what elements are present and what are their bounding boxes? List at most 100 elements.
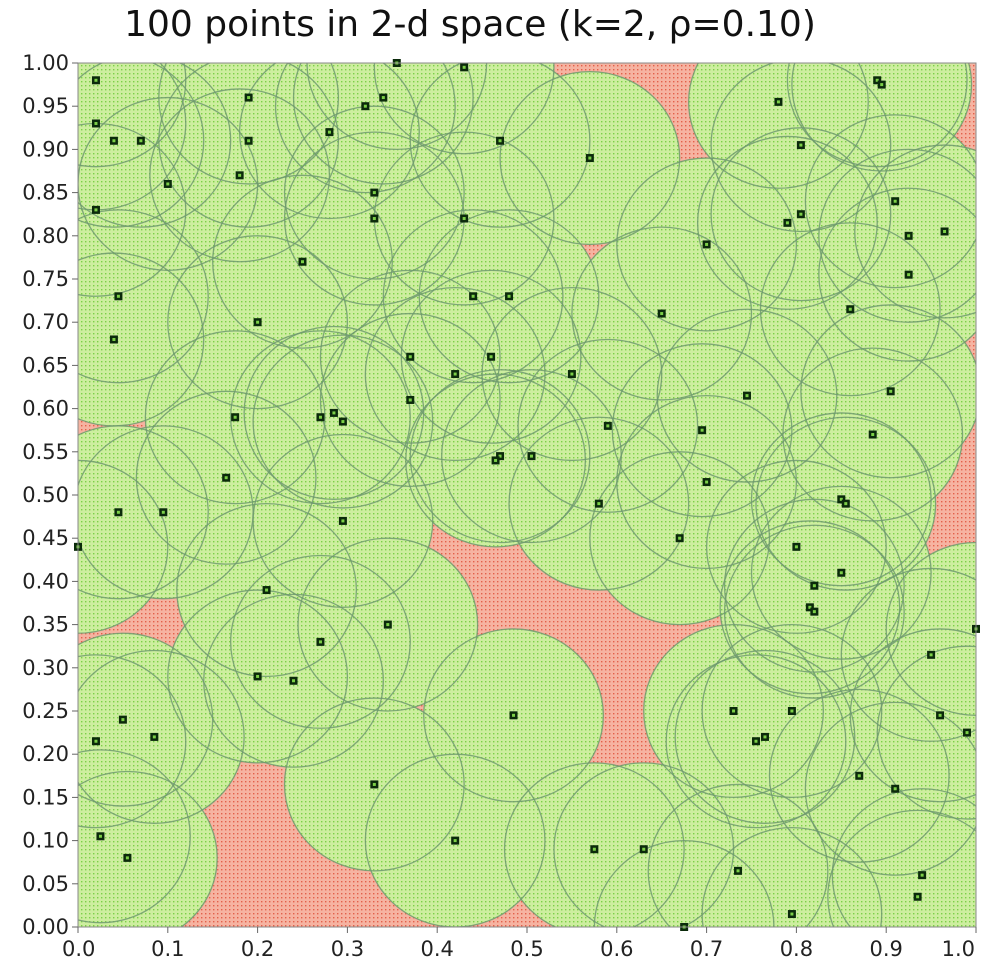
- coverage-circle-outline: [373, 63, 555, 155]
- coverage-circle-outline: [710, 127, 892, 302]
- data-point-center: [471, 294, 475, 298]
- data-point-center: [233, 415, 237, 419]
- coverage-circle-outline: [701, 827, 883, 927]
- data-point-center: [292, 679, 296, 683]
- data-point-center: [642, 847, 646, 851]
- coverage-circle-outline: [786, 63, 968, 168]
- coverage-circle-outline: [719, 520, 901, 695]
- data-point-center: [327, 130, 331, 134]
- axis-layer: 0.0 0.1 0.2 0.3 0.4 0.5 0.6 0.7 0.8 0.9 1.0 0.00 0.0…: [22, 51, 977, 961]
- coverage-circle-outline: [78, 459, 169, 634]
- y-tick-label: 0.10: [22, 829, 69, 853]
- data-point-center: [94, 208, 98, 212]
- data-point-center: [678, 536, 682, 540]
- coverage-circle-outline: [283, 105, 465, 280]
- data-point-center: [785, 221, 789, 225]
- y-tick-label: 0.50: [22, 483, 69, 507]
- coverage-circle-outline: [364, 286, 546, 462]
- coverage-circle-outline: [167, 235, 349, 410]
- data-point-center: [929, 653, 933, 657]
- data-point-center: [139, 139, 143, 143]
- coverage-circle-outline: [158, 63, 340, 185]
- data-point-center: [754, 739, 758, 743]
- coverage-circle-outline: [78, 425, 209, 600]
- data-point-center: [745, 394, 749, 398]
- data-point-center: [125, 856, 129, 860]
- data-point-center: [705, 480, 709, 484]
- data-point-center: [116, 510, 120, 514]
- data-point-center: [597, 502, 601, 506]
- coverage-circle-outline: [292, 63, 474, 185]
- coverage-circle-outline: [135, 390, 317, 565]
- data-point-center: [161, 510, 165, 514]
- coverage-circle-outline: [423, 628, 604, 803]
- coverage-circle-outline: [804, 114, 976, 289]
- coverage-circle-outline: [176, 502, 358, 678]
- data-point-center: [408, 398, 412, 402]
- coverage-circle-outline: [319, 269, 501, 444]
- coverage-circle-outline: [705, 459, 887, 634]
- data-point-center: [489, 355, 493, 359]
- chart-title: 100 points in 2-d space (k=2, ρ=0.10): [124, 4, 816, 45]
- y-tick-label: 0.00: [22, 915, 69, 939]
- y-tick-label: 0.65: [22, 353, 69, 377]
- data-point-center: [453, 372, 457, 376]
- data-point-center: [341, 519, 345, 523]
- coverage-circle-outline: [405, 373, 587, 548]
- x-tick-label: 0.6: [600, 937, 633, 961]
- coverage-circle-fill: [594, 840, 774, 927]
- coverage-circle-outline: [818, 148, 976, 323]
- data-point-center: [256, 674, 260, 678]
- data-point-center: [938, 713, 942, 717]
- data-point-center: [875, 78, 879, 82]
- coverage-circle-outline: [723, 524, 905, 699]
- coverage-circle-outline: [144, 330, 326, 505]
- data-point-center: [372, 217, 376, 221]
- coverage-circle-outline: [616, 394, 798, 570]
- y-tick-label: 0.30: [22, 656, 69, 680]
- x-tick-label: 0.9: [869, 937, 902, 961]
- data-point-center: [494, 458, 498, 462]
- coverage-circle-outline: [274, 63, 456, 194]
- coverage-circle-outline: [647, 783, 829, 927]
- data-point-center: [332, 411, 336, 415]
- coverage-circle-outline: [503, 762, 685, 927]
- data-point-center: [112, 139, 116, 143]
- data-point-center: [907, 273, 911, 277]
- coverage-circle-outline: [589, 451, 771, 626]
- coverage-circle-outline: [674, 649, 856, 824]
- coverage-circle-outline: [750, 412, 932, 587]
- data-point-center: [498, 454, 502, 458]
- coverage-circle-outline: [759, 222, 941, 397]
- coverage-circle-outline: [409, 369, 591, 544]
- data-point-center: [776, 100, 780, 104]
- data-point-center: [224, 476, 228, 480]
- data-point-center: [880, 83, 884, 87]
- data-point-center: [606, 424, 610, 428]
- coverage-circle-outline: [885, 541, 976, 716]
- data-point-center: [907, 234, 911, 238]
- coverage-circle-outline: [818, 187, 976, 362]
- data-point-center: [592, 847, 596, 851]
- data-point-center: [341, 420, 345, 424]
- coverage-circle-outline: [230, 330, 411, 505]
- coverage-circle-outline: [243, 325, 425, 500]
- coverage-circle-outline: [252, 334, 434, 509]
- y-tick-label: 0.40: [22, 569, 69, 593]
- data-point-center: [799, 143, 803, 147]
- data-point-center: [318, 640, 322, 644]
- coverage-circle-outline: [78, 749, 191, 924]
- coverage-circle-outline: [768, 688, 950, 863]
- coverage-circle-outline: [616, 157, 798, 332]
- coverage-circle-outline: [283, 697, 465, 872]
- coverage-circle-outline: [78, 649, 245, 824]
- data-point-center: [318, 415, 322, 419]
- y-tick-label: 0.45: [22, 526, 69, 550]
- coverage-circle-outline: [827, 809, 976, 927]
- y-tick-label: 0.35: [22, 613, 69, 637]
- data-point-center: [94, 739, 98, 743]
- y-tick-label: 0.70: [22, 310, 69, 334]
- x-tick-label: 0.5: [510, 937, 543, 961]
- data-point-center: [247, 96, 251, 100]
